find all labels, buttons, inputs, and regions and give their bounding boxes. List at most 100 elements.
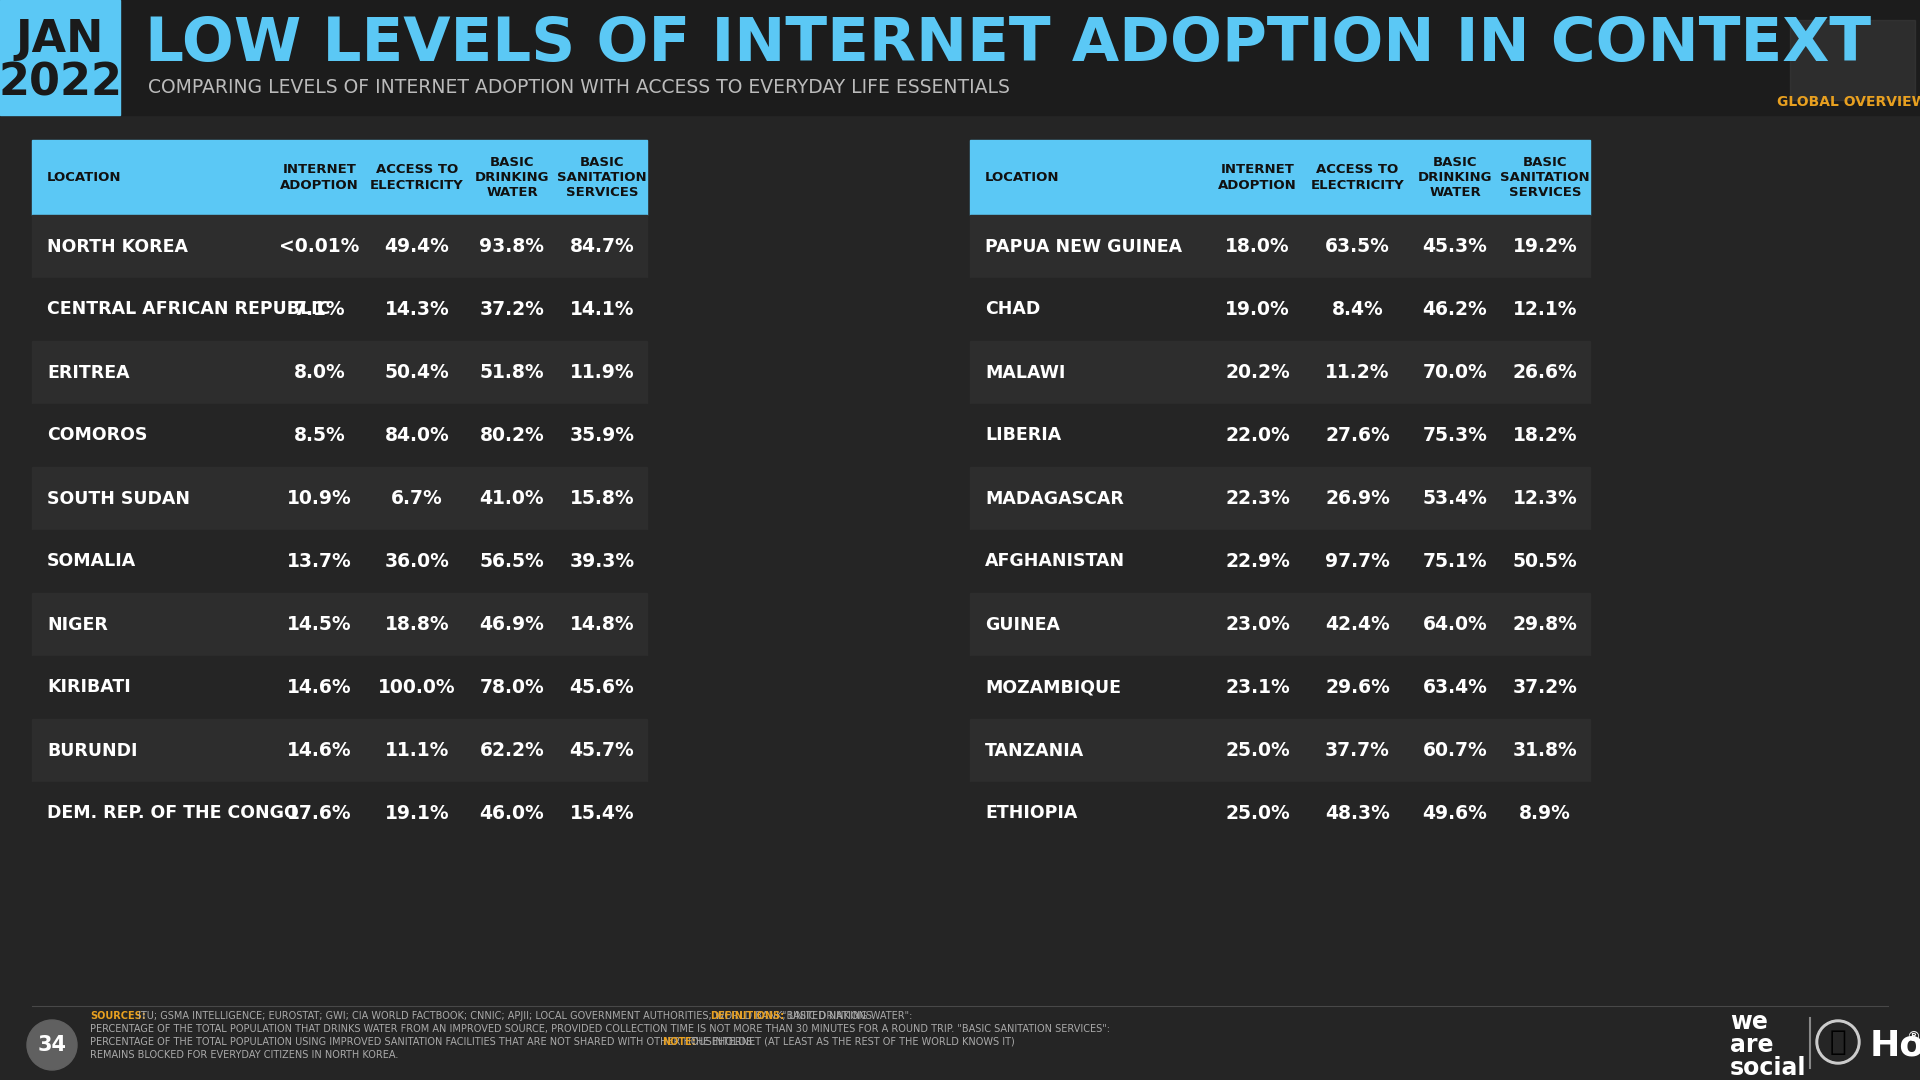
Text: 26.6%: 26.6%	[1513, 363, 1578, 382]
Text: LOCATION: LOCATION	[985, 171, 1060, 184]
Bar	[970, 215, 1590, 278]
Text: 37.7%: 37.7%	[1325, 741, 1390, 760]
Text: GLOBAL OVERVIEW: GLOBAL OVERVIEW	[1778, 95, 1920, 109]
Text: 53.4%: 53.4%	[1423, 489, 1488, 508]
Text: INTERNET
ADOPTION: INTERNET ADOPTION	[280, 163, 359, 192]
Text: 14.6%: 14.6%	[288, 741, 351, 760]
Text: 63.5%: 63.5%	[1325, 237, 1390, 256]
Text: 8.5%: 8.5%	[294, 426, 346, 445]
Text: 29.8%: 29.8%	[1513, 615, 1578, 634]
Text: 22.9%: 22.9%	[1225, 552, 1290, 571]
Text: DEFINITIONS:: DEFINITIONS:	[710, 1011, 783, 1021]
Text: "BASIC DRINKING WATER":: "BASIC DRINKING WATER":	[781, 1011, 912, 1021]
Bar	[970, 278, 1590, 341]
Text: 19.1%: 19.1%	[384, 804, 449, 823]
Bar	[1789, 21, 1914, 100]
Text: 37.2%: 37.2%	[1513, 678, 1578, 697]
Text: 14.3%: 14.3%	[384, 300, 449, 319]
Bar	[970, 719, 1590, 782]
Text: 12.1%: 12.1%	[1513, 300, 1576, 319]
Text: 19.2%: 19.2%	[1513, 237, 1578, 256]
Text: 45.7%: 45.7%	[570, 741, 634, 760]
Text: 31.8%: 31.8%	[1513, 741, 1578, 760]
Text: 14.5%: 14.5%	[288, 615, 351, 634]
Text: 39.3%: 39.3%	[570, 552, 636, 571]
Text: PAPUA NEW GUINEA: PAPUA NEW GUINEA	[985, 238, 1183, 256]
Text: 49.6%: 49.6%	[1423, 804, 1488, 823]
Bar	[970, 656, 1590, 719]
Text: 11.2%: 11.2%	[1325, 363, 1390, 382]
Text: LOW LEVELS OF INTERNET ADOPTION IN CONTEXT: LOW LEVELS OF INTERNET ADOPTION IN CONTE…	[146, 15, 1872, 75]
Bar	[0, 0, 1920, 114]
Text: we
are
social: we are social	[1730, 1010, 1807, 1080]
Text: 34: 34	[38, 1035, 67, 1055]
Text: LOCATION: LOCATION	[46, 171, 121, 184]
Text: MOZAMBIQUE: MOZAMBIQUE	[985, 678, 1121, 697]
Text: 60.7%: 60.7%	[1423, 741, 1488, 760]
Text: 46.9%: 46.9%	[480, 615, 545, 634]
Text: 11.1%: 11.1%	[384, 741, 449, 760]
Text: 35.9%: 35.9%	[570, 426, 634, 445]
Text: 93.8%: 93.8%	[480, 237, 545, 256]
Text: 45.3%: 45.3%	[1423, 237, 1488, 256]
Bar	[0, 0, 119, 114]
Text: ERITREA: ERITREA	[46, 364, 131, 381]
Text: 84.7%: 84.7%	[570, 237, 634, 256]
Text: 46.2%: 46.2%	[1423, 300, 1488, 319]
Text: 100.0%: 100.0%	[378, 678, 455, 697]
Text: CENTRAL AFRICAN REPUBLIC: CENTRAL AFRICAN REPUBLIC	[46, 300, 330, 319]
Bar	[970, 140, 1590, 215]
Text: 🦉: 🦉	[1830, 1028, 1847, 1056]
Text: SOUTH SUDAN: SOUTH SUDAN	[46, 489, 190, 508]
Text: DEM. REP. OF THE CONGO: DEM. REP. OF THE CONGO	[46, 805, 300, 823]
Bar	[33, 656, 647, 719]
Text: 23.0%: 23.0%	[1225, 615, 1290, 634]
Text: LIBERIA: LIBERIA	[985, 427, 1062, 445]
Text: 14.1%: 14.1%	[570, 300, 634, 319]
Text: THE INTERNET (AT LEAST AS THE REST OF THE WORLD KNOWS IT): THE INTERNET (AT LEAST AS THE REST OF TH…	[689, 1037, 1016, 1047]
Text: 7.1%: 7.1%	[294, 300, 346, 319]
Text: 8.0%: 8.0%	[294, 363, 346, 382]
Text: 75.1%: 75.1%	[1423, 552, 1488, 571]
Text: ETHIOPIA: ETHIOPIA	[985, 805, 1077, 823]
Text: ®: ®	[1907, 1031, 1920, 1045]
Text: 64.0%: 64.0%	[1423, 615, 1488, 634]
Bar	[970, 341, 1590, 404]
Text: 15.8%: 15.8%	[570, 489, 634, 508]
Text: ACCESS TO
ELECTRICITY: ACCESS TO ELECTRICITY	[371, 163, 465, 192]
Text: 70.0%: 70.0%	[1423, 363, 1488, 382]
Text: 41.0%: 41.0%	[480, 489, 543, 508]
Text: 63.4%: 63.4%	[1423, 678, 1488, 697]
Text: 22.0%: 22.0%	[1225, 426, 1290, 445]
Bar	[33, 278, 647, 341]
Text: 26.9%: 26.9%	[1325, 489, 1390, 508]
Text: BASIC
DRINKING
WATER: BASIC DRINKING WATER	[1417, 156, 1492, 200]
Text: 19.0%: 19.0%	[1225, 300, 1290, 319]
Bar	[33, 215, 647, 278]
Text: ACCESS TO
ELECTRICITY: ACCESS TO ELECTRICITY	[1311, 163, 1404, 192]
Text: 49.4%: 49.4%	[384, 237, 449, 256]
Text: GUINEA: GUINEA	[985, 616, 1060, 634]
Text: 18.8%: 18.8%	[384, 615, 449, 634]
Text: 8.4%: 8.4%	[1332, 300, 1384, 319]
Text: 50.4%: 50.4%	[384, 363, 449, 382]
Text: MALAWI: MALAWI	[985, 364, 1066, 381]
Text: SOURCES:: SOURCES:	[90, 1011, 146, 1021]
Bar	[970, 593, 1590, 656]
Text: AFGHANISTAN: AFGHANISTAN	[985, 553, 1125, 570]
Text: PERCENTAGE OF THE TOTAL POPULATION USING IMPROVED SANITATION FACILITIES THAT ARE: PERCENTAGE OF THE TOTAL POPULATION USING…	[90, 1037, 755, 1047]
Text: JAN: JAN	[15, 18, 104, 60]
Text: NIGER: NIGER	[46, 616, 108, 634]
Text: PERCENTAGE OF THE TOTAL POPULATION THAT DRINKS WATER FROM AN IMPROVED SOURCE, PR: PERCENTAGE OF THE TOTAL POPULATION THAT …	[90, 1024, 1110, 1034]
Text: 25.0%: 25.0%	[1225, 741, 1290, 760]
Text: 78.0%: 78.0%	[480, 678, 545, 697]
Text: 6.7%: 6.7%	[392, 489, 444, 508]
Bar	[33, 404, 647, 467]
Text: NORTH KOREA: NORTH KOREA	[46, 238, 188, 256]
Text: 75.3%: 75.3%	[1423, 426, 1488, 445]
Text: 56.5%: 56.5%	[480, 552, 545, 571]
Text: 15.4%: 15.4%	[570, 804, 634, 823]
Text: 14.8%: 14.8%	[570, 615, 634, 634]
Text: INTERNET
ADOPTION: INTERNET ADOPTION	[1217, 163, 1296, 192]
Text: 20.2%: 20.2%	[1225, 363, 1290, 382]
